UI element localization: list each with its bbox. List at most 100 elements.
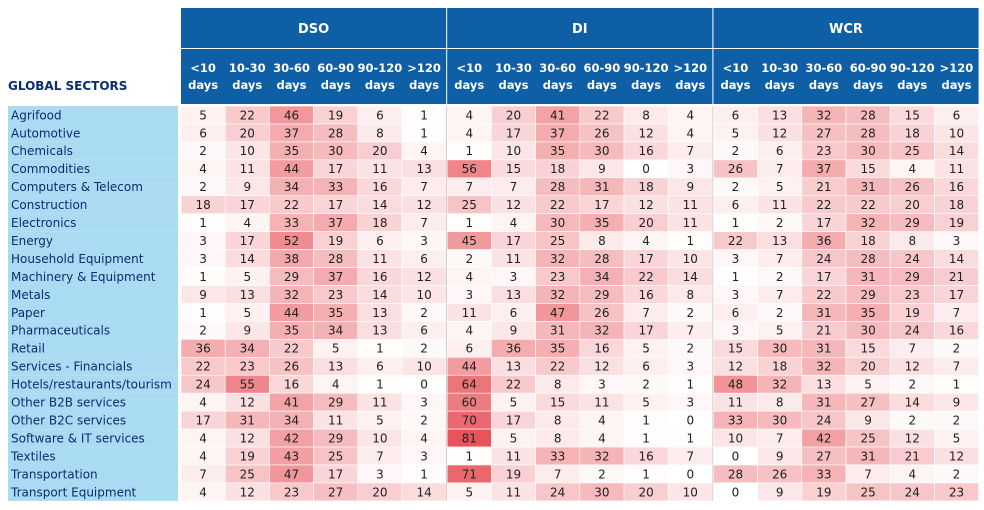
cell-value: 1: [642, 431, 650, 445]
cell-value: 42: [816, 431, 831, 445]
cell-value: 30: [772, 342, 787, 356]
cell-value: 4: [465, 324, 473, 338]
cell-value: 12: [594, 360, 609, 374]
group-header-label: WCR: [829, 22, 863, 37]
cell-value: 6: [642, 360, 650, 374]
cell-value: 2: [908, 378, 916, 392]
cell-value: 6: [420, 252, 428, 266]
cell-value: 4: [465, 126, 473, 140]
cell-value: 19: [328, 108, 343, 122]
cell-value: 25: [462, 198, 477, 212]
cell-value: 12: [638, 198, 653, 212]
cell-value: 0: [686, 467, 694, 481]
cell-value: 23: [328, 288, 343, 302]
row-label-bg: [8, 195, 178, 214]
cell-value: 11: [949, 162, 964, 176]
cell-value: 2: [199, 180, 207, 194]
cell-value: 10: [728, 431, 743, 445]
group-header-label: DSO: [298, 22, 329, 37]
cell-value: 3: [199, 234, 207, 248]
cell-value: 48: [728, 378, 743, 392]
cell-value: 11: [506, 449, 521, 463]
cell-value: 44: [284, 306, 299, 320]
cell-value: 2: [420, 306, 428, 320]
row-label-bg: [8, 429, 178, 448]
cell-value: 5: [243, 306, 251, 320]
column-header-label: 60-90 days: [850, 61, 887, 92]
cell-value: 3: [598, 378, 606, 392]
cell-value: 4: [510, 216, 518, 230]
row-label-bg: [8, 375, 178, 394]
cell-value: 2: [953, 467, 961, 481]
cell-value: 28: [328, 252, 343, 266]
cell-value: 52: [284, 234, 299, 248]
cell-value: 4: [199, 396, 207, 410]
cell-value: 30: [860, 324, 875, 338]
column-header-label: 10-30 days: [229, 61, 266, 92]
cell-value: 17: [328, 162, 343, 176]
cell-value: 2: [776, 270, 784, 284]
cell-value: 9: [199, 288, 207, 302]
cell-value: 35: [284, 324, 299, 338]
cell-value: 32: [594, 449, 609, 463]
cell-value: 34: [284, 413, 299, 427]
cell-value: 2: [686, 342, 694, 356]
cell-value: 12: [772, 126, 787, 140]
row-label: Energy: [11, 234, 53, 248]
cell-value: 9: [598, 162, 606, 176]
cell-value: 16: [372, 270, 387, 284]
cell-value: 1: [642, 413, 650, 427]
cell-value: 47: [284, 467, 299, 481]
cell-value: 24: [195, 378, 210, 392]
cell-value: 13: [240, 288, 255, 302]
cell-value: 3: [465, 288, 473, 302]
cell-value: 2: [199, 144, 207, 158]
cell-value: 1: [953, 378, 961, 392]
cell-value: 2: [953, 342, 961, 356]
cell-value: 30: [594, 144, 609, 158]
cell-value: 26: [905, 180, 920, 194]
cell-value: 22: [284, 342, 299, 356]
cell-value: 4: [686, 108, 694, 122]
cell-value: 6: [776, 144, 784, 158]
cell-value: 4: [199, 431, 207, 445]
cell-value: 29: [905, 270, 920, 284]
cell-value: 11: [728, 396, 743, 410]
cell-value: 29: [905, 216, 920, 230]
column-header-label: >120 days: [673, 61, 707, 92]
cell-value: 6: [732, 198, 740, 212]
cell-value: 37: [328, 270, 343, 284]
cell-value: 16: [372, 180, 387, 194]
row-label: Agrifood: [11, 108, 62, 122]
cell-value: 3: [953, 234, 961, 248]
row-label-bg: [8, 321, 178, 340]
cell-value: 34: [284, 180, 299, 194]
cell-value: 13: [772, 108, 787, 122]
cell-value: 20: [372, 144, 387, 158]
cell-value: 11: [506, 252, 521, 266]
cell-value: 1: [199, 306, 207, 320]
cell-value: 5: [510, 396, 518, 410]
cell-value: 35: [328, 306, 343, 320]
cell-value: 3: [686, 162, 694, 176]
cell-value: 16: [949, 180, 964, 194]
cell-value: 15: [728, 342, 743, 356]
cell-value: 12: [416, 270, 431, 284]
cell-value: 9: [243, 324, 251, 338]
cell-value: 81: [462, 431, 477, 445]
cell-value: 6: [376, 360, 384, 374]
cell-value: 9: [510, 324, 518, 338]
cell-value: 1: [465, 216, 473, 230]
cell-value: 2: [908, 413, 916, 427]
cell-value: 14: [905, 396, 920, 410]
cell-value: 7: [642, 306, 650, 320]
cell-value: 37: [328, 216, 343, 230]
cell-value: 24: [550, 485, 565, 499]
cell-value: 22: [284, 198, 299, 212]
cell-value: 1: [420, 108, 428, 122]
cell-value: 38: [284, 252, 299, 266]
cell-value: 3: [510, 270, 518, 284]
cell-value: 42: [284, 431, 299, 445]
cell-value: 4: [420, 144, 428, 158]
